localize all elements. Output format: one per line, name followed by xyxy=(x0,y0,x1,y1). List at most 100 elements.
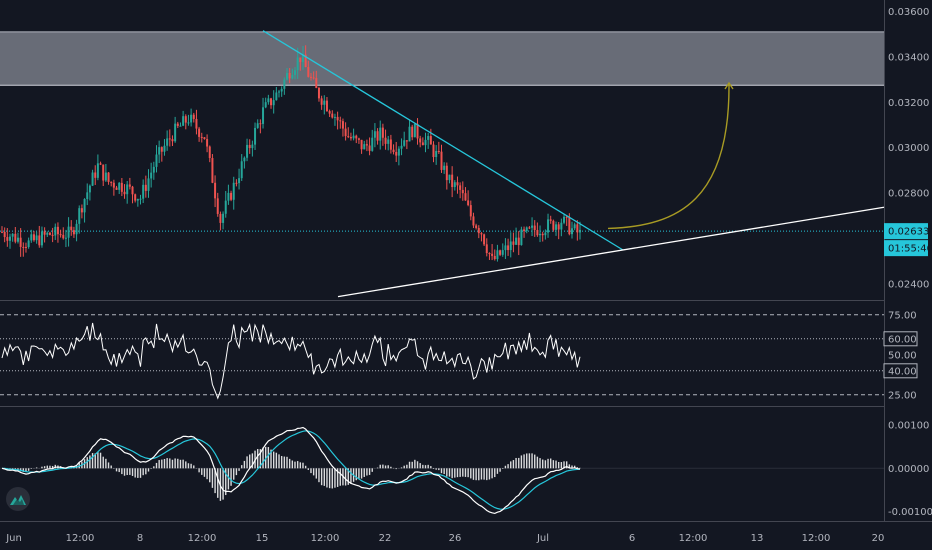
candle-body xyxy=(576,224,579,233)
candle-body xyxy=(549,219,552,221)
candle-body xyxy=(192,114,195,119)
candle-body xyxy=(128,184,131,187)
candle-body xyxy=(142,184,145,199)
candle-body xyxy=(75,223,78,235)
time-axis[interactable]: Jun 12:00 8 12:00 15 12:00 22 26 Jul 6 12:00 13 12:0… xyxy=(5,533,884,544)
rsi-tick-label: 60.00 xyxy=(888,334,917,345)
candle-body xyxy=(291,74,294,79)
candle-body xyxy=(544,232,547,236)
candle-body xyxy=(91,172,94,186)
candle-body xyxy=(147,178,150,191)
candle-body xyxy=(184,116,187,123)
price-axis[interactable]: 0.03600 0.03400 0.03200 0.03000 0.02800 0.024… xyxy=(883,7,932,518)
candle-body xyxy=(14,233,17,242)
candle-body xyxy=(115,187,118,190)
candle-body xyxy=(341,121,344,129)
candle-body xyxy=(35,235,38,241)
candle-body xyxy=(54,226,57,236)
candle-body xyxy=(219,213,222,223)
price-tick-label: 0.03400 xyxy=(888,52,929,63)
candle-body xyxy=(38,235,41,246)
candle-body xyxy=(509,241,512,251)
candle-body xyxy=(144,184,147,191)
countdown-badge xyxy=(884,240,928,257)
candle-body xyxy=(315,78,318,89)
candle-body xyxy=(187,122,190,124)
candle-body xyxy=(376,131,379,141)
trendlines[interactable] xyxy=(262,30,885,298)
candle-body xyxy=(174,123,177,142)
candle-body xyxy=(539,233,542,236)
candle-body xyxy=(405,140,408,142)
candle-body xyxy=(363,144,366,150)
time-tick-label: 20 xyxy=(872,533,885,544)
candle-body xyxy=(317,88,320,99)
candle-body xyxy=(27,240,30,247)
candle-body xyxy=(190,114,193,123)
candle-body xyxy=(445,165,448,181)
candle-body xyxy=(46,232,49,235)
candle-body xyxy=(83,199,86,213)
candle-body xyxy=(158,147,161,155)
projection-arrow-icon xyxy=(724,81,734,90)
candle-body xyxy=(24,246,27,248)
candle-body xyxy=(453,182,456,188)
rsi-panel xyxy=(0,314,884,400)
projection-curve xyxy=(607,82,730,230)
candle-body xyxy=(531,225,534,228)
candle-body xyxy=(429,136,432,145)
candle-body xyxy=(464,193,467,201)
resistance-zone-rect xyxy=(0,31,884,86)
candle-body xyxy=(62,234,65,239)
candle-body xyxy=(136,198,139,201)
candle-body xyxy=(456,182,459,186)
candle-body xyxy=(195,118,198,129)
candle-body xyxy=(541,233,544,236)
time-tick-label: 8 xyxy=(137,533,143,544)
rsi-tick-label: 25.00 xyxy=(888,390,917,401)
candle-body xyxy=(6,237,9,241)
candle-body xyxy=(493,255,496,260)
candle-body xyxy=(397,148,400,156)
macd-tick-label: -0.00100 xyxy=(888,507,932,518)
candle-body xyxy=(573,224,576,229)
candle-body xyxy=(579,229,581,233)
candle-body xyxy=(182,116,185,126)
candle-body xyxy=(30,234,33,241)
macd-tick-label: 0.00000 xyxy=(888,464,929,475)
rsi-line xyxy=(1,322,581,400)
candle-body xyxy=(461,189,464,194)
candle-body xyxy=(560,222,563,230)
tradingview-logo-icon[interactable] xyxy=(6,487,30,511)
candle-body xyxy=(523,229,526,232)
candle-body xyxy=(230,192,233,200)
candle-body xyxy=(472,216,475,226)
candle-body xyxy=(395,151,398,156)
candle-body xyxy=(504,245,507,251)
candle-body xyxy=(419,138,422,143)
candle-body xyxy=(325,100,328,112)
price-tick-label: 0.02800 xyxy=(888,189,929,200)
time-tick-label: 12:00 xyxy=(802,533,831,544)
candle-body xyxy=(176,123,179,126)
candle-body xyxy=(200,136,203,138)
time-tick-label: Jun xyxy=(5,533,22,544)
candle-body xyxy=(1,231,3,233)
candle-body xyxy=(262,107,265,124)
candle-body xyxy=(32,234,35,241)
candle-body xyxy=(296,57,299,71)
candle-body xyxy=(283,79,286,89)
rsi-level-badge xyxy=(883,363,918,379)
candle-body xyxy=(264,102,267,108)
candle-body xyxy=(424,139,427,146)
candle-body xyxy=(427,136,430,140)
candle-body xyxy=(536,230,539,236)
candle-body xyxy=(381,127,384,138)
time-tick-label: 12:00 xyxy=(188,533,217,544)
candle-body xyxy=(270,98,273,106)
price-tick-label: 0.03600 xyxy=(888,7,929,18)
candle-body xyxy=(203,137,206,140)
candle-body xyxy=(8,236,11,241)
descending-trendline xyxy=(262,30,624,251)
